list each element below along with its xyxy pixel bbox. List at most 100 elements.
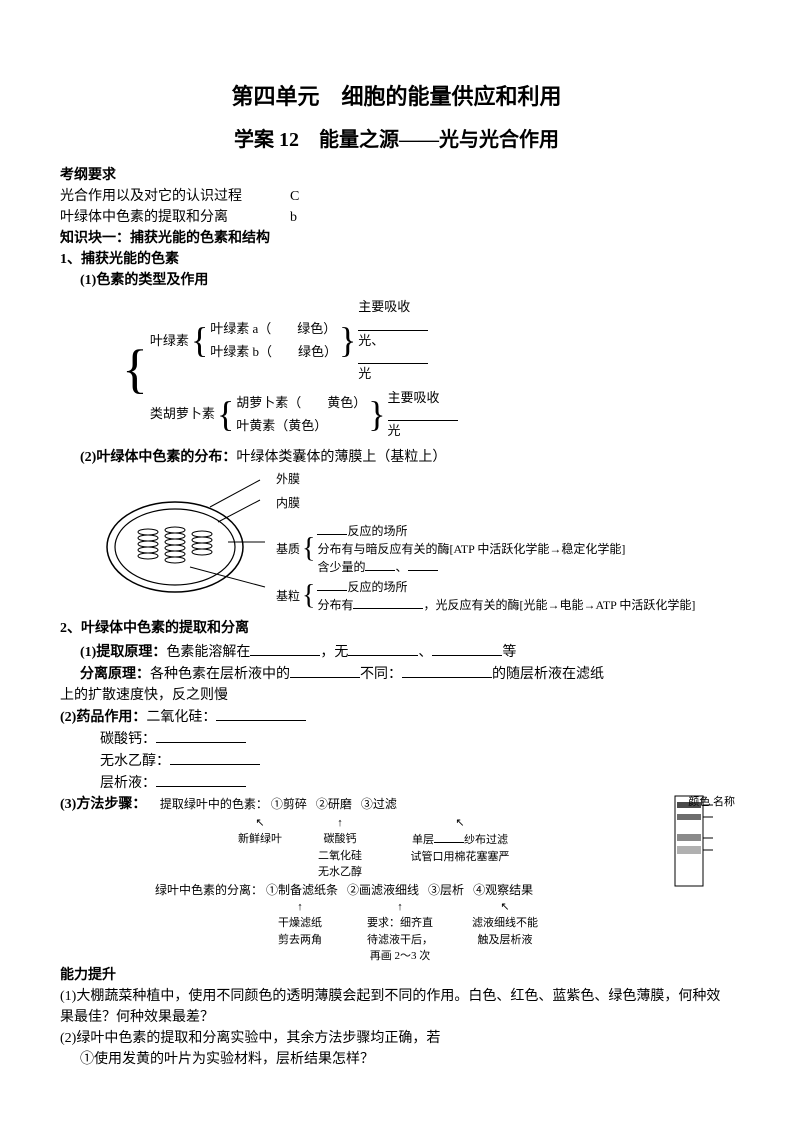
fill-blank[interactable]	[432, 641, 502, 656]
exam-req-row-1: 光合作用以及对它的认识过程 C	[60, 186, 733, 207]
bands-header: 颜色 名称	[688, 794, 735, 811]
ann-c2: 纱布过滤	[464, 834, 508, 846]
sep-step-c: ③层析	[428, 883, 464, 897]
fill-blank[interactable]	[358, 350, 428, 364]
exam-req-2-label: 叶绿体中色素的提取和分离	[60, 207, 290, 228]
fill-blank[interactable]	[156, 772, 246, 787]
extract-principle: (1)提取原理：色素能溶解在，无、等	[80, 641, 733, 663]
sep-ann-a1: 干燥滤纸	[278, 917, 322, 929]
s2-1-t1: 色素能溶解在	[166, 645, 250, 660]
sep-ann-a2: 剪去两角	[278, 934, 322, 946]
ability-q1: (1)大棚蔬菜种植中，使用不同颜色的透明薄膜会起到不同的作用。白色、红色、蓝紫色…	[60, 986, 733, 1028]
sep-ann-b3: 再画 2～3 次	[370, 950, 431, 962]
brace-icon: {	[215, 396, 236, 432]
grana-l1: 反应的场所	[347, 580, 407, 594]
fill-blank[interactable]	[365, 558, 395, 571]
arrow-up-icon: ↑	[255, 899, 345, 916]
fill-blank[interactable]	[216, 706, 306, 721]
sep-ann-c1: 滤液细线不能	[472, 917, 538, 929]
ann-b1: 碳酸钙	[324, 833, 357, 845]
fill-blank[interactable]	[348, 641, 418, 656]
chl-a: 叶绿素 a（ 绿色）	[210, 317, 337, 341]
brace-icon: {	[120, 342, 150, 396]
unit-title: 第四单元 细胞的能量供应和利用	[60, 80, 733, 113]
chloroplast-svg	[100, 472, 270, 602]
chl-absorb-suf: 光	[358, 364, 428, 384]
ability-q2: (2)绿叶中色素的提取和分离实验中，其余方法步骤均正确，若	[60, 1028, 733, 1049]
block1-heading: 知识块一：捕获光能的色素和结构	[60, 228, 733, 249]
arrow-up-icon: ↖	[455, 899, 555, 916]
s2-sep-t3: 的随层析液在滤纸	[492, 667, 604, 682]
block1-s2: 2、叶绿体中色素的提取和分离	[60, 618, 733, 639]
arrow-up-icon: ↖	[225, 815, 295, 832]
separate-head: 绿叶中色素的分离：	[155, 883, 263, 897]
exam-req-1-grade: C	[290, 186, 299, 207]
car-b: 叶黄素（黄色）	[236, 414, 366, 438]
method-steps: (3)方法步骤： 提取绿叶中的色素： ①剪碎 ②研磨 ③过滤	[60, 794, 733, 815]
fill-blank[interactable]	[250, 641, 320, 656]
extract-head: 提取绿叶中的色素：	[160, 797, 268, 811]
extract-step-c: ③过滤	[361, 797, 397, 811]
sep-ann-b1: 要求：细齐直	[367, 917, 433, 929]
sep-step-a: ①制备滤纸条	[266, 883, 338, 897]
exam-req-1-label: 光合作用以及对它的认识过程	[60, 186, 290, 207]
exam-req-row-2: 叶绿体中色素的提取和分离 b	[60, 207, 733, 228]
fill-blank[interactable]	[434, 831, 464, 843]
s2-sep-t2: 不同：	[360, 667, 402, 682]
pigment-tree: { 叶绿素 { 叶绿素 a（ 绿色） 叶绿素 b（ 绿色） } 主要吸收光、光 …	[120, 295, 733, 443]
brace-icon: {	[300, 536, 317, 561]
chl-absorb-pre: 主要吸收	[358, 297, 428, 317]
arrow-up-icon: ↑	[345, 899, 455, 916]
brace-icon: {	[300, 583, 317, 608]
fill-blank[interactable]	[358, 317, 428, 331]
grana-l2-pre: 分布有	[317, 598, 353, 612]
sep-ann-b2: 待滤液干后，	[367, 934, 433, 946]
fill-blank[interactable]	[402, 663, 492, 678]
ann-c3: 试管口用棉花塞塞严	[411, 851, 510, 863]
chloroplast-diagram: 外膜 内膜 基质 { 反应的场所 分布有与暗反应有关的酶[ATP 中活跃化学能→…	[100, 472, 733, 614]
ann-c1: 单层	[412, 834, 434, 846]
drug-3: 无水乙醇：	[100, 754, 170, 769]
fill-blank[interactable]	[388, 407, 458, 421]
drug-2: 碳酸钙：	[100, 732, 156, 747]
sep-step-d: ④观察结果	[473, 883, 533, 897]
ann-b3: 无水乙醇	[318, 866, 362, 878]
chl-label: 叶绿素	[150, 331, 189, 351]
fill-blank[interactable]	[156, 728, 246, 743]
s1-2-label: (2)叶绿体中色素的分布：	[80, 450, 236, 465]
grana-l2-suf: ，光反应有关的酶[光能→电能→ATP 中活跃化学能]	[423, 598, 695, 612]
fill-blank[interactable]	[170, 750, 260, 765]
outer-membrane-label: 外膜	[276, 470, 695, 488]
sep-ann-c2: 触及层析液	[478, 934, 533, 946]
s2-1-t4: 等	[502, 645, 516, 660]
car-absorb-pre: 主要吸收	[388, 388, 458, 408]
arrow-up-icon: ↖	[385, 815, 535, 832]
s2-1-t3: 、	[418, 645, 432, 660]
car-a: 胡萝卜素（ 黄色）	[236, 391, 366, 415]
inner-membrane-label: 内膜	[276, 494, 695, 512]
s2-sep-label: 分离原理：	[80, 667, 150, 682]
arrow-up-icon: ↑	[295, 815, 385, 832]
car-absorb-suf: 光	[388, 421, 458, 441]
sep-step-b: ②画滤液细线	[347, 883, 419, 897]
ann-b2: 二氧化硅	[318, 850, 362, 862]
ability-q2-1: ①使用发黄的叶片为实验材料，层析结果怎样？	[80, 1049, 733, 1070]
drug-1: 二氧化硅：	[146, 710, 216, 725]
extract-step-b: ②研磨	[316, 797, 352, 811]
exam-req-heading: 考纲要求	[60, 165, 733, 186]
s2-2-label: (2)药品作用：	[60, 710, 146, 725]
stroma-l2: 分布有与暗反应有关的酶[ATP 中活跃化学能→稳定化学能]	[317, 540, 625, 558]
stroma-l3-pre: 含少量的	[317, 560, 365, 574]
fill-blank[interactable]	[408, 558, 438, 571]
s2-1-label: (1)提取原理：	[80, 645, 166, 660]
ann-a: 新鲜绿叶	[238, 833, 282, 845]
fill-blank[interactable]	[317, 522, 347, 535]
fill-blank[interactable]	[290, 663, 360, 678]
stroma-label: 基质	[276, 540, 300, 558]
fill-blank[interactable]	[317, 578, 347, 591]
drug-4: 层析液：	[100, 776, 156, 791]
block1-s1: 1、捕获光能的色素	[60, 249, 733, 270]
lesson-title: 学案 12 能量之源——光与光合作用	[60, 125, 733, 155]
fill-blank[interactable]	[353, 596, 423, 609]
s2-sep-t1: 各种色素在层析液中的	[150, 667, 290, 682]
